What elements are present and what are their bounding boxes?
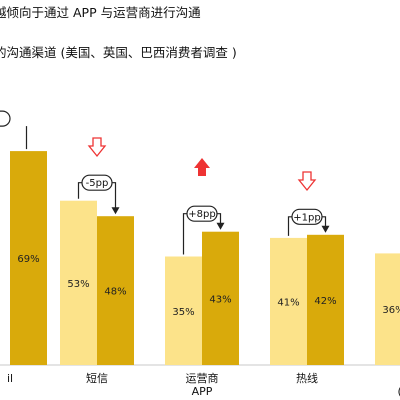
category-label: APP — [192, 385, 213, 398]
category-label: (Wha — [398, 385, 400, 398]
category-label: il — [7, 372, 13, 385]
change-bracket-arrowhead — [111, 207, 120, 215]
change-pill — [291, 208, 323, 225]
bar-value-label: 43% — [209, 294, 231, 305]
bar-value-label: 35% — [172, 307, 194, 318]
bar — [60, 200, 97, 365]
chart-subtitle: 的沟通渠道 (美国、英国、巴西消费者调查 ) — [0, 45, 237, 60]
change-bracket-arrowhead — [216, 222, 225, 230]
trend-down-arrow — [297, 171, 317, 192]
category-label: 短信 — [86, 371, 108, 385]
trend-up-arrow — [194, 158, 210, 176]
bar — [165, 256, 202, 365]
change-pill — [81, 174, 113, 191]
bar-value-label: 48% — [104, 287, 126, 298]
bar-value-label: 53% — [67, 279, 89, 290]
bar-value-label: 41% — [277, 297, 299, 308]
bar-value-label: 69% — [17, 254, 39, 265]
bar — [375, 253, 400, 365]
change-value: -5pp — [86, 178, 109, 189]
bar — [97, 216, 134, 365]
trend-down-arrow — [87, 137, 107, 158]
bar — [270, 237, 307, 365]
category-label: 运营商 — [186, 371, 219, 385]
chart-title: 越倾向于通过 APP 与运营商进行沟通 — [0, 5, 201, 20]
bar — [10, 151, 47, 365]
bar — [307, 234, 344, 365]
bar — [202, 231, 239, 365]
change-bracket-arrowhead — [321, 225, 330, 233]
change-pill — [0, 110, 11, 127]
change-value: +8pp — [188, 209, 215, 220]
bar-value-label: 36% — [382, 305, 400, 316]
change-value: +1pp — [293, 212, 320, 223]
bar-value-label: 42% — [314, 296, 336, 307]
category-label: 热线 — [296, 371, 318, 385]
change-pill — [186, 205, 218, 222]
